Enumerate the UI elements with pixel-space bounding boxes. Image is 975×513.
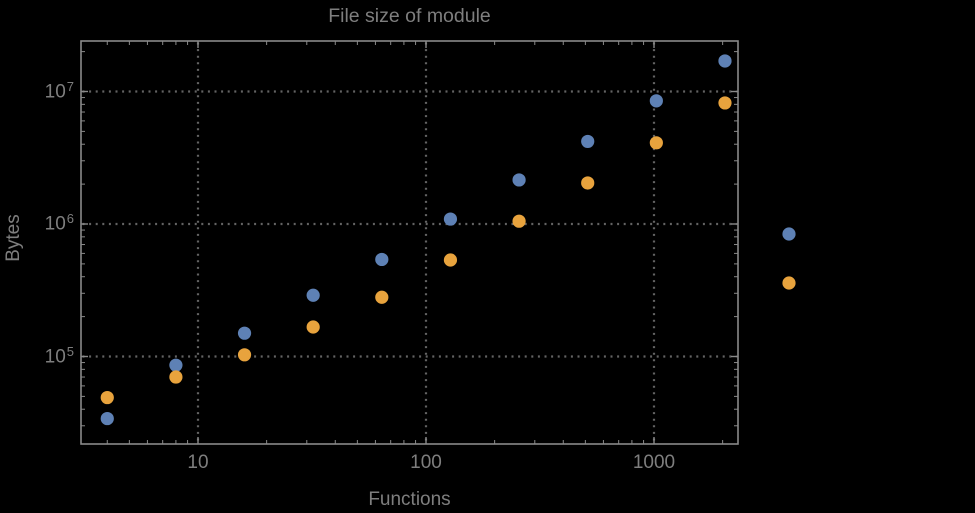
data-point-orange xyxy=(237,348,252,362)
y-tick-label-1e7: 107 xyxy=(44,78,74,102)
x-tick-label-10: 10 xyxy=(187,452,209,473)
data-point-orange xyxy=(649,136,663,150)
data-point-blue xyxy=(306,288,320,302)
x-axis-label: Functions xyxy=(368,489,451,510)
x-tick-label-1000: 1000 xyxy=(632,452,676,473)
legend-marker-blue xyxy=(782,227,796,241)
x-tick-label-100: 100 xyxy=(410,452,442,473)
data-point-orange xyxy=(581,176,595,190)
data-point-blue xyxy=(100,411,114,426)
data-point-orange xyxy=(100,390,114,405)
data-point-orange xyxy=(443,253,458,267)
data-point-orange xyxy=(375,290,389,304)
data-point-blue xyxy=(581,134,595,149)
data-point-orange xyxy=(169,370,183,384)
data-point-blue xyxy=(512,173,526,187)
data-point-blue xyxy=(718,54,732,68)
y-tick-label-1e6: 106 xyxy=(44,211,74,235)
data-point-blue xyxy=(169,358,183,372)
data-point-orange xyxy=(306,320,320,334)
data-point-orange xyxy=(512,214,526,228)
data-point-orange xyxy=(718,96,732,110)
data-point-blue xyxy=(375,252,389,267)
data-point-blue xyxy=(649,94,663,108)
y-tick-label-1e5: 105 xyxy=(44,343,74,367)
legend-marker-orange xyxy=(782,276,796,290)
plot-frame xyxy=(80,40,739,445)
data-point-blue xyxy=(237,326,252,340)
chart-title: File size of module xyxy=(328,5,491,27)
data-point-blue xyxy=(443,212,458,226)
y-axis-label: Bytes xyxy=(3,214,24,262)
